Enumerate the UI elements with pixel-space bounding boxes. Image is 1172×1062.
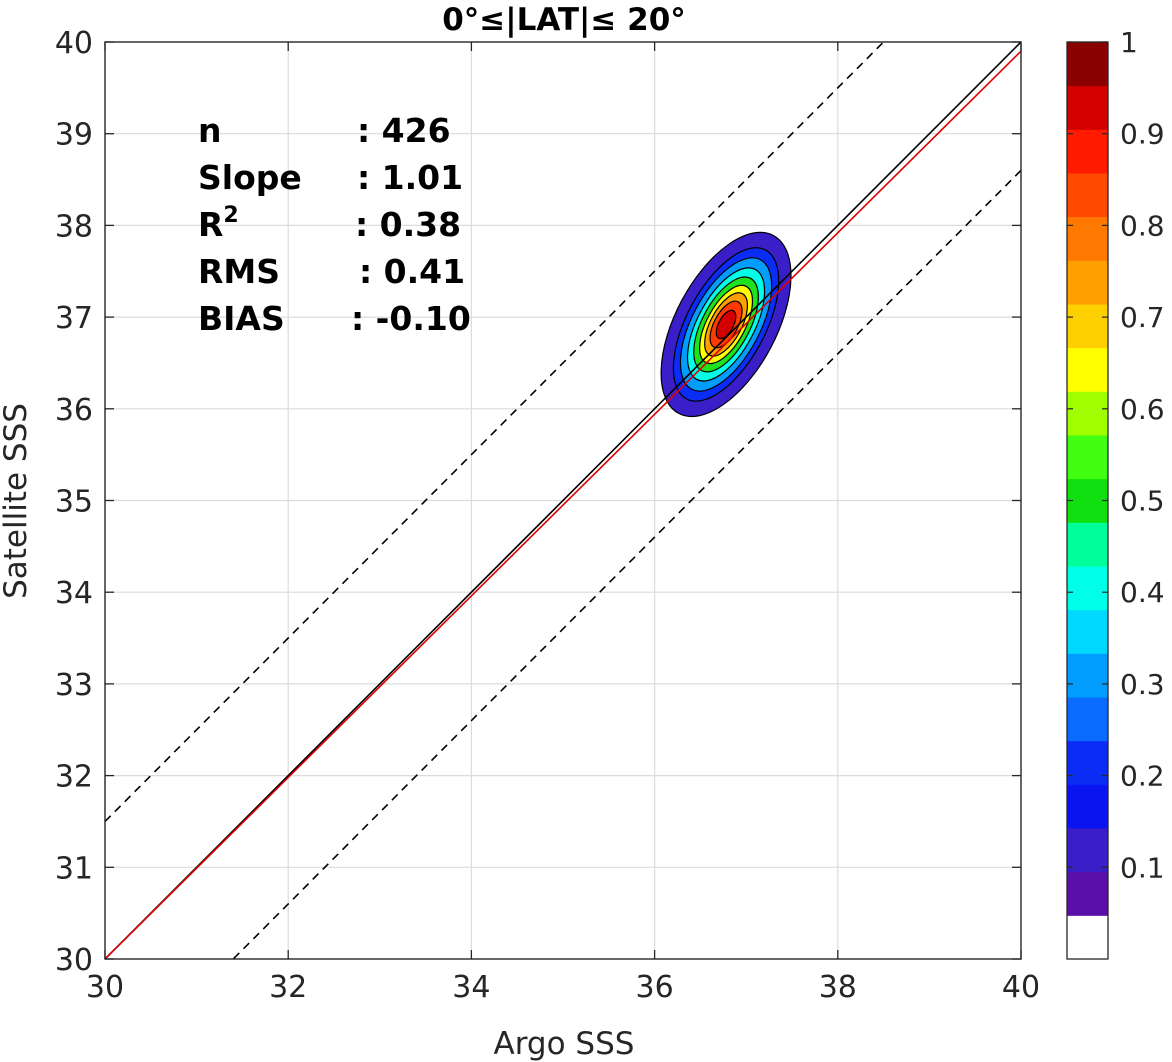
y-tick-label-6: 36 xyxy=(55,393,93,428)
y-tick-label-7: 37 xyxy=(55,301,93,336)
reference-lines xyxy=(105,42,1021,959)
colorbar-band-8 xyxy=(1067,566,1108,611)
colorbar-band-14 xyxy=(1067,304,1108,349)
colorbar-tick-label-3: 0.4 xyxy=(1120,576,1165,609)
colorbar-tick-label-7: 0.8 xyxy=(1120,209,1165,242)
stat-value-rms: : 0.41 xyxy=(359,252,465,291)
upper-bound-line xyxy=(105,42,885,823)
plot-area: 30 32 34 36 38 40 30 31 32 33 34 35 36 37 38 39 40 xyxy=(55,26,1040,1005)
x-axis-label: Argo SSS xyxy=(494,1026,635,1062)
colorbar-tick-label-5: 0.6 xyxy=(1120,393,1165,426)
y-tick-label-4: 34 xyxy=(55,576,93,611)
colorbar-band-4 xyxy=(1067,740,1108,785)
x-tick-label-5: 40 xyxy=(1002,970,1040,1005)
chart-title: 0°≤|LAT|≤ 20° xyxy=(442,2,686,38)
colorbar-tick-label-8: 0.9 xyxy=(1120,118,1165,151)
density-contour-0.9 xyxy=(715,309,737,340)
stat-label-n: n xyxy=(198,111,222,150)
colorbar: 0.1 0.2 0.3 0.4 0.5 0.6 0.7 0.8 0.9 1 xyxy=(1066,26,1165,960)
colorbar-band-6 xyxy=(1067,653,1108,698)
colorbar-band-15 xyxy=(1067,260,1108,305)
colorbar-band-2 xyxy=(1067,828,1108,873)
lower-bound-line xyxy=(232,169,1021,959)
stat-value-r: : 0.38 xyxy=(355,205,461,244)
colorbar-band-13 xyxy=(1067,347,1108,392)
colorbar-band-19 xyxy=(1067,85,1108,130)
colorbar-band-11 xyxy=(1067,435,1108,480)
stat-label-bias: BIAS xyxy=(198,299,285,338)
one-to-one-line xyxy=(105,42,1021,959)
colorbar-band-0 xyxy=(1067,915,1108,960)
colorbar-band-7 xyxy=(1067,609,1108,654)
colorbar-band-9 xyxy=(1067,522,1108,567)
colorbar-tick-label-0: 0.1 xyxy=(1120,851,1165,884)
colorbar-band-17 xyxy=(1067,173,1108,218)
density-contours xyxy=(660,231,792,418)
stat-value-bias: : -0.10 xyxy=(351,299,471,338)
colorbar-band-1 xyxy=(1067,871,1108,916)
stat-value-slope: : 1.01 xyxy=(357,158,463,197)
y-tick-label-8: 38 xyxy=(55,209,93,244)
colorbar-band-3 xyxy=(1067,784,1108,829)
stat-label-rms: RMS xyxy=(198,252,280,291)
y-tick-label-1: 31 xyxy=(55,851,93,886)
colorbar-band-16 xyxy=(1067,216,1108,261)
grid xyxy=(105,42,1021,959)
y-tick-label-5: 35 xyxy=(55,485,93,520)
y-tick-label-10: 40 xyxy=(55,26,93,61)
colorbar-tick-label-2: 0.3 xyxy=(1120,668,1165,701)
y-tick-label-9: 39 xyxy=(55,118,93,153)
x-tick-label-4: 38 xyxy=(819,970,857,1005)
colorbar-tick-label-1: 0.2 xyxy=(1120,760,1165,793)
y-axis-label: Satellite SSS xyxy=(0,403,34,599)
y-tick-label-0: 30 xyxy=(55,943,93,978)
colorbar-band-10 xyxy=(1067,478,1108,523)
colorbar-band-12 xyxy=(1067,391,1108,436)
colorbar-tick-label-6: 0.7 xyxy=(1120,301,1165,334)
colorbar-band-18 xyxy=(1067,129,1108,174)
colorbar-band-20 xyxy=(1067,42,1108,87)
x-tick-label-0: 30 xyxy=(86,970,124,1005)
colorbar-tick-label-9: 1 xyxy=(1120,26,1138,59)
x-tick-label-1: 32 xyxy=(269,970,307,1005)
y-tick-label-3: 33 xyxy=(55,668,93,703)
stat-value-n: : 426 xyxy=(357,111,451,150)
colorbar-band-5 xyxy=(1067,697,1108,742)
x-tick-label-3: 36 xyxy=(636,970,674,1005)
stat-label-slope: Slope xyxy=(198,158,302,197)
regression-line xyxy=(105,50,1021,959)
y-tick-label-2: 32 xyxy=(55,760,93,795)
colorbar-tick-label-4: 0.5 xyxy=(1120,485,1165,518)
axis-ticks: 30 32 34 36 38 40 30 31 32 33 34 35 36 37 38 39 40 xyxy=(55,26,1040,1005)
stat-label-superscript: 2 xyxy=(223,203,238,228)
x-tick-label-2: 34 xyxy=(452,970,490,1005)
